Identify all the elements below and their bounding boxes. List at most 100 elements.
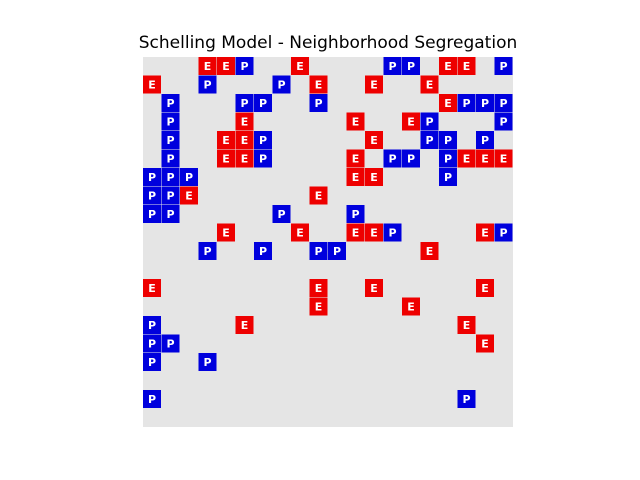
cell-label-r3-c19: P	[499, 116, 507, 129]
cell-E-r12-c9	[309, 279, 328, 297]
cell-label-r5-c5: E	[241, 153, 249, 166]
cell-E-r0-c3	[198, 57, 217, 75]
cell-label-r7-c2: E	[185, 190, 193, 203]
cell-P-r3-c1	[161, 112, 180, 131]
cell-P-r6-c0	[143, 168, 161, 186]
cell-label-r2-c9: P	[314, 97, 322, 110]
cell-label-r5-c4: E	[222, 153, 230, 166]
cell-label-r4-c12: E	[370, 134, 378, 147]
cell-P-r6-c1	[161, 168, 180, 186]
cell-P-r8-c0	[143, 205, 161, 223]
cell-E-r3-c11	[346, 112, 365, 131]
cell-label-r18-c17: P	[462, 393, 470, 406]
cell-P-r5-c1	[161, 149, 180, 168]
cell-E-r12-c0	[143, 279, 161, 297]
cell-E-r1-c15	[420, 75, 439, 94]
cell-label-r0-c8: E	[296, 60, 304, 73]
cell-P-r3-c19	[494, 112, 513, 131]
cell-E-r2-c16	[439, 94, 457, 112]
cell-P-r6-c2	[180, 168, 198, 186]
cell-P-r5-c16	[439, 149, 457, 168]
cell-label-r6-c0: P	[148, 171, 156, 184]
cell-E-r3-c14	[402, 112, 420, 131]
cell-label-r13-c9: E	[315, 301, 323, 314]
cell-label-r3-c14: E	[407, 116, 415, 129]
cell-label-r6-c11: E	[352, 171, 360, 184]
cell-P-r2-c1	[161, 94, 180, 112]
cell-label-r14-c17: E	[463, 319, 471, 332]
cell-P-r15-c0	[143, 334, 161, 353]
cell-P-r5-c14	[402, 149, 420, 168]
cell-E-r1-c12	[365, 75, 383, 94]
cell-P-r9-c13	[383, 223, 402, 242]
cell-E-r7-c2	[180, 186, 198, 205]
cell-P-r0-c5	[235, 57, 254, 75]
cell-label-r8-c7: P	[277, 208, 285, 221]
cell-E-r0-c16	[439, 57, 457, 75]
cell-P-r3-c15	[420, 112, 439, 131]
cell-label-r12-c18: E	[481, 282, 489, 295]
cell-E-r5-c18	[476, 149, 494, 168]
cell-label-r1-c0: E	[148, 79, 156, 92]
cell-E-r5-c4	[217, 149, 235, 168]
cell-E-r9-c18	[476, 223, 494, 242]
cell-P-r8-c11	[346, 205, 365, 223]
cell-label-r10-c10: P	[333, 245, 341, 258]
cell-label-r0-c3: E	[204, 60, 212, 73]
cell-label-r4-c1: P	[166, 134, 174, 147]
cell-P-r5-c13	[383, 149, 402, 168]
cell-label-r0-c17: E	[463, 60, 471, 73]
cell-label-r5-c16: P	[444, 153, 452, 166]
cell-label-r2-c1: P	[166, 97, 174, 110]
cell-label-r2-c17: P	[462, 97, 470, 110]
cell-label-r7-c1: P	[166, 190, 174, 203]
cell-E-r15-c18	[476, 334, 494, 353]
cell-label-r2-c16: E	[444, 97, 452, 110]
cell-label-r9-c18: E	[481, 227, 489, 240]
cell-label-r3-c1: P	[166, 116, 174, 129]
cell-P-r0-c14	[402, 57, 420, 75]
cell-P-r2-c17	[457, 94, 476, 112]
cell-label-r6-c16: P	[444, 171, 452, 184]
cell-P-r2-c19	[494, 94, 513, 112]
cell-label-r10-c9: P	[314, 245, 322, 258]
cell-label-r10-c15: E	[426, 245, 434, 258]
chart-title: Schelling Model - Neighborhood Segregati…	[138, 33, 518, 53]
cell-label-r15-c18: E	[481, 338, 489, 351]
cell-P-r18-c0	[143, 390, 161, 408]
cell-label-r12-c9: E	[315, 282, 323, 295]
cell-label-r16-c0: P	[148, 356, 156, 369]
cell-E-r14-c5	[235, 316, 254, 334]
cell-label-r0-c5: P	[240, 60, 248, 73]
cell-P-r0-c19	[494, 57, 513, 75]
cell-label-r1-c3: P	[203, 79, 211, 92]
cell-label-r9-c19: P	[499, 227, 507, 240]
cell-label-r10-c6: P	[259, 245, 267, 258]
cell-label-r2-c6: P	[259, 97, 267, 110]
cell-label-r2-c18: P	[481, 97, 489, 110]
cell-E-r4-c12	[365, 131, 383, 149]
cell-label-r4-c16: P	[444, 134, 452, 147]
cell-P-r1-c7	[272, 75, 291, 94]
cell-P-r6-c16	[439, 168, 457, 186]
cell-P-r10-c6	[254, 242, 272, 260]
cell-P-r16-c3	[198, 353, 217, 371]
cell-E-r9-c4	[217, 223, 235, 242]
cell-label-r6-c2: P	[185, 171, 193, 184]
cell-P-r10-c3	[198, 242, 217, 260]
cell-label-r9-c13: P	[388, 227, 396, 240]
cell-label-r1-c12: E	[370, 79, 378, 92]
cell-E-r1-c0	[143, 75, 161, 94]
cell-P-r18-c17	[457, 390, 476, 408]
cell-label-r15-c1: P	[166, 338, 174, 351]
cell-label-r4-c18: P	[481, 134, 489, 147]
cell-P-r4-c15	[420, 131, 439, 149]
cell-label-r1-c7: P	[277, 79, 285, 92]
cell-E-r12-c18	[476, 279, 494, 297]
cell-label-r1-c15: E	[426, 79, 434, 92]
cell-label-r3-c5: E	[241, 116, 249, 129]
cell-E-r0-c8	[291, 57, 309, 75]
cell-E-r5-c19	[494, 149, 513, 168]
cell-P-r5-c6	[254, 149, 272, 168]
